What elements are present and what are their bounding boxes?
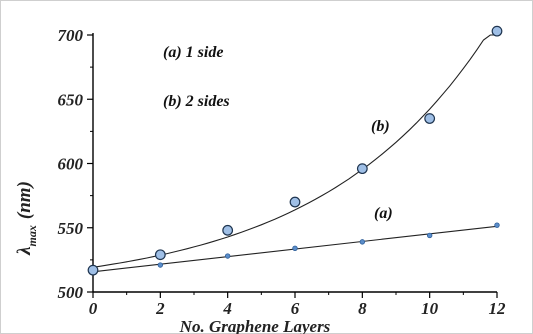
x-tick-label: 0 — [89, 299, 98, 318]
data-point-a — [224, 253, 231, 259]
x-tick-label: 2 — [155, 299, 165, 318]
x-tick-label: 10 — [421, 299, 439, 318]
plot-area: 500 550 600 650 700 0 2 4 6 8 10 12 — [58, 25, 507, 318]
curve-label-a: (a) — [374, 205, 393, 222]
x-tick-label: 8 — [358, 299, 367, 318]
y-axis-label: λmax (nm) — [14, 181, 39, 256]
legend-entry-b: (b) 2 sides — [163, 93, 230, 110]
trendline-b — [92, 34, 497, 268]
curve-label-b: (b) — [371, 118, 390, 135]
data-point-a — [292, 245, 298, 252]
data-point-a — [157, 262, 164, 268]
y-axis-label-symbol: λ — [14, 246, 35, 255]
data-point-b — [491, 25, 503, 37]
y-tick-label: 650 — [58, 90, 84, 109]
legend-entry-a: (a) 1 side — [163, 44, 223, 61]
data-point-b — [222, 224, 234, 236]
y-tick-label: 600 — [58, 155, 84, 174]
y-tick-label: 700 — [58, 26, 84, 45]
y-axis-label-unit: (nm) — [14, 181, 35, 219]
y-tick-label: 500 — [58, 283, 84, 302]
x-tick-label: 6 — [291, 299, 300, 318]
data-point-a — [426, 232, 433, 239]
data-point-b — [154, 249, 166, 261]
x-tick-label: 12 — [489, 299, 507, 318]
x-axis-label: No. Graphene Layers — [179, 317, 331, 334]
data-point-b — [87, 264, 99, 276]
data-point-b — [424, 113, 436, 124]
y-axis-label-subscript: max — [25, 225, 39, 246]
data-point-a — [359, 239, 366, 245]
svg-text:λmax(nm): λmax (nm) — [14, 181, 39, 256]
x-tick-label: 4 — [222, 299, 232, 318]
data-point-b — [356, 163, 368, 175]
data-point-b — [289, 196, 301, 208]
data-point-a — [494, 222, 500, 228]
y-tick-label: 550 — [58, 219, 84, 238]
